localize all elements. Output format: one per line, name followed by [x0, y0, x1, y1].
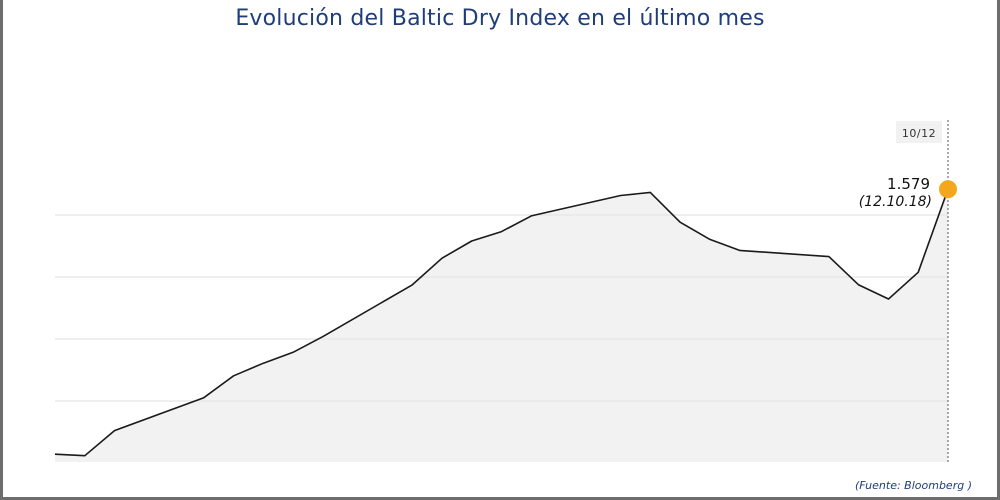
marker-label-box	[896, 121, 942, 143]
data-point-21	[917, 271, 919, 273]
data-point-1	[84, 455, 86, 457]
data-point-6	[292, 351, 294, 353]
data-point-8	[411, 284, 413, 286]
marker-label: 10/12	[902, 127, 936, 140]
data-point-16	[709, 238, 711, 240]
last-date-label: (12.10.18)	[859, 194, 932, 210]
series-line	[54, 188, 949, 457]
data-point-5	[262, 362, 264, 364]
data-point-7	[322, 335, 324, 337]
data-point-20	[887, 298, 889, 300]
data-point-9	[441, 257, 443, 259]
source-note: (Fuente: Bloomberg )	[855, 479, 972, 492]
data-point-0	[54, 453, 56, 455]
data-point-4	[232, 375, 234, 377]
last-value-label: 1.579	[887, 175, 930, 193]
data-point-11	[500, 230, 502, 232]
data-point-3	[203, 397, 205, 399]
last-value-marker	[939, 180, 957, 199]
data-point-13	[619, 194, 621, 196]
data-point-2	[113, 429, 115, 431]
data-point-10	[471, 240, 473, 242]
data-point-14	[649, 191, 651, 193]
data-point-15	[679, 221, 681, 223]
data-point-17	[738, 249, 740, 251]
chart-title: Evolución del Baltic Dry Index en el últ…	[235, 6, 765, 31]
data-point-18	[828, 255, 830, 257]
data-point-12	[530, 215, 532, 217]
data-point-19	[858, 284, 860, 286]
series-area	[55, 189, 948, 462]
